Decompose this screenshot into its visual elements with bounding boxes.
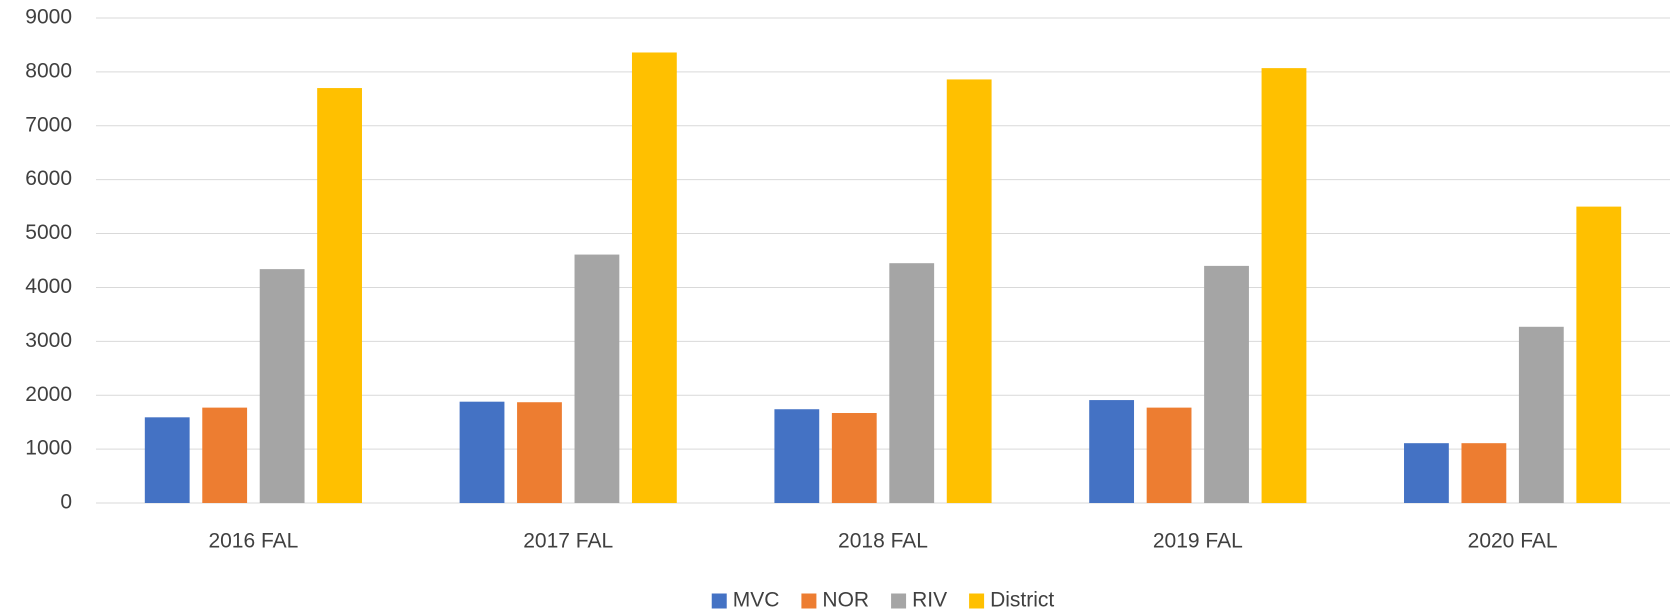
bar [459, 401, 505, 503]
bar [202, 407, 248, 503]
bar [1089, 400, 1135, 503]
bar [774, 409, 820, 503]
y-tick-label: 3000 [25, 329, 72, 352]
bar [259, 269, 305, 503]
legend-label: NOR [822, 589, 869, 612]
legend-label: MVC [733, 589, 780, 612]
bar [831, 413, 877, 503]
bar [946, 79, 992, 503]
legend-swatch [969, 593, 985, 609]
bar [317, 88, 362, 504]
bar [1518, 326, 1564, 503]
x-tick-label: 2018 FAL [838, 530, 928, 553]
x-tick-label: 2016 FAL [208, 530, 298, 553]
bar [1576, 206, 1622, 503]
y-tick-label: 2000 [25, 383, 72, 406]
bar [1261, 68, 1307, 503]
legend-swatch [711, 593, 727, 609]
bar [1146, 407, 1192, 503]
legend-label: District [990, 589, 1054, 612]
y-tick-label: 5000 [25, 221, 72, 244]
y-tick-label: 7000 [25, 113, 72, 136]
y-tick-label: 6000 [25, 167, 72, 190]
bar [889, 263, 935, 503]
bar [1461, 443, 1507, 503]
legend-swatch [801, 593, 817, 609]
bar [517, 402, 562, 503]
x-tick-label: 2020 FAL [1468, 530, 1558, 553]
x-tick-label: 2019 FAL [1153, 530, 1243, 553]
y-tick-label: 1000 [25, 437, 72, 460]
legend-swatch [891, 593, 907, 609]
x-tick-label: 2017 FAL [523, 530, 613, 553]
bar [631, 52, 677, 503]
bar [574, 254, 620, 503]
y-tick-label: 8000 [25, 59, 72, 82]
bar [1204, 265, 1249, 503]
bar [1404, 443, 1449, 503]
y-tick-label: 9000 [25, 6, 72, 29]
legend-label: RIV [912, 589, 947, 612]
y-tick-label: 0 [60, 491, 72, 514]
bar [144, 417, 190, 503]
y-tick-label: 4000 [25, 275, 72, 298]
